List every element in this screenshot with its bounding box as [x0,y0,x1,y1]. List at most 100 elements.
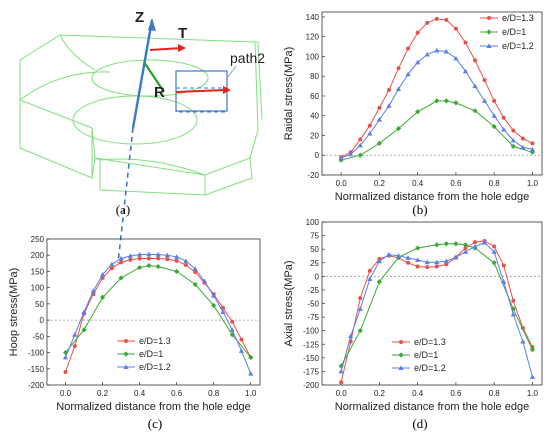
x-tick-label: 1.0 [527,179,539,188]
data-point [155,251,161,257]
data-point [62,349,69,356]
data-point [444,17,449,22]
data-point [338,155,344,161]
data-point [230,319,235,324]
t-label: T [178,25,187,42]
y-tick-label: 75 [310,232,319,241]
legend-label: e/D=1.3 [414,337,446,347]
data-point [193,270,198,275]
data-point [128,257,133,262]
data-point [156,256,161,261]
x-tick-label: 0.6 [450,389,462,398]
data-point [473,240,478,245]
data-point [358,296,363,301]
y-tick-label: -125 [303,340,320,349]
legend-marker [124,339,128,343]
chart-radial: 0.0 0.2 0.4 0.6 0.8 1.0 -20 0 20 40 60 80 100 120 140 N… [283,11,543,217]
data-point [358,137,363,142]
data-point [376,279,382,285]
data-point [357,152,363,158]
data-point [386,88,391,93]
legend-label: e/D=1.2 [502,41,534,51]
y-axis-label: Raidal stress(MPa) [283,47,295,141]
data-point [405,255,411,260]
y-tick-label: 50 [35,300,44,309]
x-tick-label: 0.4 [134,389,146,398]
y-tick-label: 100 [306,52,320,61]
data-point [492,98,497,103]
data-point [501,263,506,268]
plot-frame [321,221,543,386]
path-label: path2 [230,50,265,66]
data-point [72,332,78,337]
data-point [395,253,402,258]
data-point [443,241,449,247]
series-line [340,49,533,159]
series-2 [338,241,536,369]
data-point [443,48,449,54]
data-point [211,302,217,309]
y-tick-label: 80 [310,72,319,81]
t-arrow-head [178,44,186,52]
charts-layer: 0.0 0.2 0.4 0.6 0.8 1.0-20020406080100120140N… [8,11,543,431]
x-tick-label: 0.8 [208,389,220,398]
series-3 [62,251,254,376]
data-point [376,140,382,146]
t-arrow [149,47,183,51]
y-tick-label: 0 [315,151,320,160]
legend-marker [123,364,129,369]
y-tick-label: 200 [31,251,45,260]
data-point [174,258,179,263]
y-tick-label: 60 [310,92,319,101]
data-point [357,142,363,148]
legend-marker [399,340,403,344]
y-tick-label: -25 [307,286,319,295]
data-point [443,258,449,264]
data-point [424,259,430,265]
data-point [357,328,363,334]
data-point [99,294,106,300]
z-axis-dashed [117,127,134,264]
data-point [99,272,106,277]
data-point [367,130,373,136]
x-tick-label: 0.2 [374,389,386,398]
legend-label: e/D=1.2 [139,362,171,372]
data-point [482,98,488,103]
data-point [386,252,392,257]
data-point [229,327,235,332]
data-point [146,256,151,261]
data-point [127,253,133,258]
y-tick-label: 25 [310,259,319,268]
y-tick-label: -20 [307,171,319,180]
data-point [146,251,152,257]
data-point [155,263,161,270]
data-point [174,254,180,259]
path-leader [226,65,237,79]
data-point [415,59,421,65]
chart-axial: 0.0 0.2 0.4 0.6 0.8 1.0 -200 -175 -150 -125 -100 -7… [283,218,543,431]
data-point [434,47,440,53]
x-tick-label: 0.0 [336,179,348,188]
data-point [386,103,392,108]
data-point [443,98,449,104]
y-axis-label: Hoop stress(MPa) [8,268,20,357]
data-point [395,125,402,132]
x-tick-label: 0.8 [489,179,501,188]
x-axis-label: Normalized distance from the hole edge [56,401,250,413]
panel-caption: (b) [412,202,427,217]
legend-label: e/D=1.2 [414,363,446,373]
data-point [462,68,469,74]
data-point [501,279,507,284]
y-tick-label: 20 [310,131,319,140]
data-point [367,123,372,128]
data-point [229,332,235,338]
data-point [444,262,449,267]
y-tick-label: -200 [28,381,45,390]
data-point [192,281,198,288]
data-point [434,242,440,248]
series-2 [62,263,254,361]
data-point [472,108,478,114]
data-point [520,136,525,141]
x-tick-label: 0.2 [374,179,386,188]
